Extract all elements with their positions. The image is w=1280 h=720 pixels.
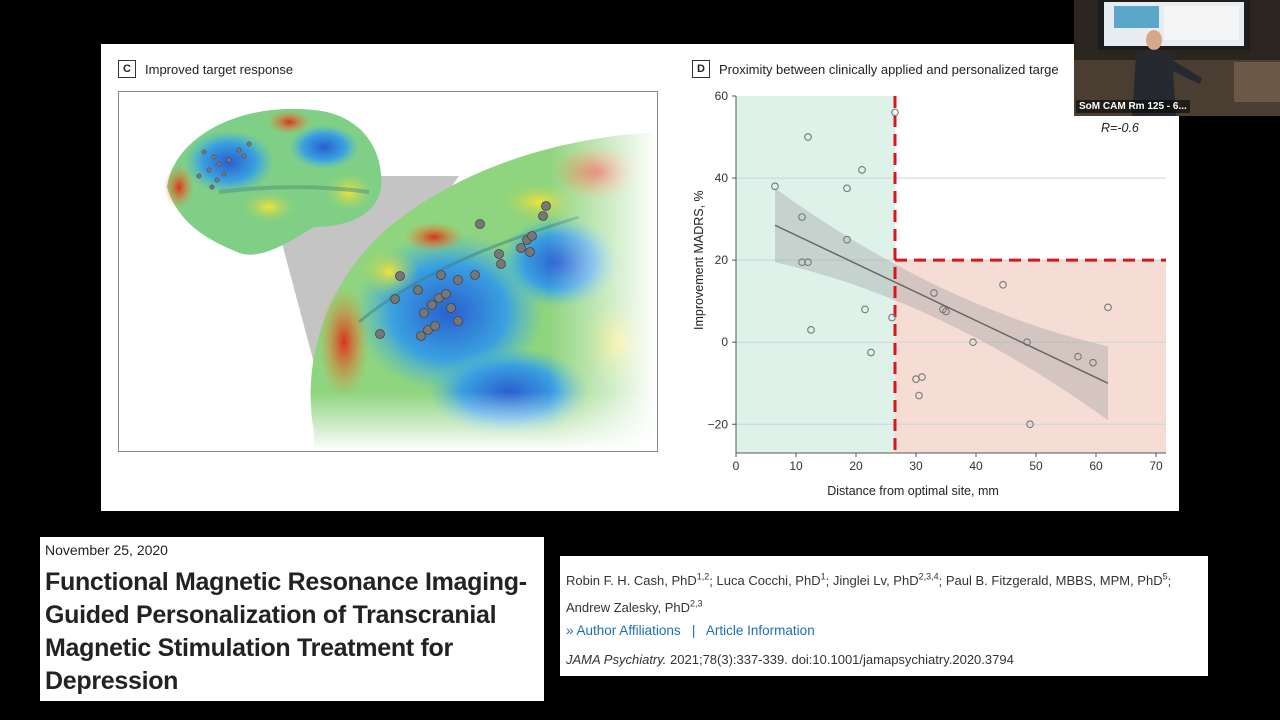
panel-c-badge: C	[118, 60, 136, 78]
data-point	[918, 373, 926, 381]
link-separator: |	[691, 623, 696, 638]
y-tick-label: 40	[715, 171, 729, 185]
article-links: » Author Affiliations | Article Informat…	[566, 623, 815, 638]
regression-line	[774, 224, 1109, 384]
citation: JAMA Psychiatry. 2021;78(3):337-339. doi…	[566, 652, 1014, 667]
data-point	[807, 326, 815, 334]
panel-c-title: Improved target response	[145, 61, 294, 77]
panel-d-title: Proximity between clinically applied and…	[719, 61, 1059, 77]
article-title-card: November 25, 2020 Functional Magnetic Re…	[40, 537, 544, 701]
data-point	[1023, 338, 1031, 347]
citation-details: 2021;78(3):337-339. doi:10.1001/jamapsyc…	[666, 652, 1014, 667]
panel-d-badge: D	[692, 60, 710, 78]
data-point	[1026, 420, 1034, 429]
data-point	[798, 213, 806, 221]
x-tick-label: 50	[1029, 459, 1043, 473]
data-point	[942, 307, 950, 316]
journal-name: JAMA Psychiatry.	[566, 652, 667, 667]
data-point	[888, 313, 896, 322]
speaker-video-image	[1074, 0, 1280, 116]
author-affiliations-link[interactable]: » Author Affiliations	[566, 623, 681, 638]
data-point	[1089, 358, 1097, 367]
data-point	[804, 258, 812, 267]
chevron-right-icon: »	[566, 623, 574, 638]
data-point	[999, 280, 1007, 289]
data-point	[867, 348, 875, 357]
x-axis-label: Distance from optimal site, mm	[827, 484, 999, 498]
article-title: Functional Magnetic Resonance Imaging-Gu…	[45, 568, 527, 695]
data-point	[861, 305, 869, 314]
panel-d-header: D Proximity between clinically applied a…	[692, 60, 1059, 78]
data-point	[771, 182, 779, 191]
author-1: Robin F. H. Cash, PhD1,2	[566, 572, 710, 589]
webcam-caption: SoM CAM Rm 125 - 6...	[1076, 100, 1190, 113]
presentation-slide: C Improved target response D Proximity b…	[101, 44, 1179, 511]
data-point	[915, 391, 923, 400]
author-5: Andrew Zalesky, PhD2,3	[566, 598, 703, 615]
x-tick-label: 40	[969, 459, 983, 473]
article-information-link[interactable]: Article Information	[705, 623, 815, 638]
y-tick-label: 0	[721, 335, 728, 349]
data-point	[930, 289, 938, 297]
correlation-annotation: R=-0.6	[1101, 121, 1139, 135]
x-tick-label: 30	[909, 459, 923, 473]
author-list: Robin F. H. Cash, PhD1,2; Luca Cocchi, P…	[566, 572, 1172, 615]
data-point	[1104, 303, 1112, 312]
data-point	[1074, 352, 1082, 361]
brain-map-image	[164, 92, 657, 451]
publication-date: November 25, 2020	[45, 542, 168, 558]
data-point	[798, 258, 806, 267]
author-2: Luca Cocchi, PhD1	[716, 572, 826, 589]
panel-c-header: C Improved target response	[118, 60, 293, 78]
y-tick-label: −20	[708, 417, 729, 431]
y-tick-label: 60	[715, 89, 729, 103]
author-3: Jinglei Lv, PhD2,3,4	[832, 572, 939, 589]
webcam-feed: SoM CAM Rm 125 - 6...	[1074, 0, 1280, 116]
brain-surface-figure	[118, 91, 658, 452]
article-info-card: Robin F. H. Cash, PhD1,2; Luca Cocchi, P…	[560, 556, 1208, 676]
x-tick-label: 10	[789, 459, 803, 473]
green-region	[736, 96, 895, 453]
author-4: Paul B. Fitzgerald, MBBS, MPM, PhD5	[945, 572, 1168, 589]
x-tick-label: 0	[733, 459, 740, 473]
data-point	[891, 108, 899, 117]
x-tick-label: 20	[849, 459, 863, 473]
x-tick-label: 70	[1149, 459, 1163, 473]
y-axis-label: Improvement MADRS, %	[692, 190, 706, 330]
y-tick-label: 20	[715, 253, 729, 267]
data-point	[858, 166, 866, 174]
data-point	[804, 133, 812, 141]
data-point	[843, 184, 851, 193]
data-point	[969, 338, 977, 347]
x-tick-label: 60	[1089, 459, 1103, 473]
scatter-chart: 0 10 20 30 40 50 60 70 −20 0 20 40 60 Distance from o…	[692, 89, 1166, 498]
data-point	[843, 235, 851, 244]
